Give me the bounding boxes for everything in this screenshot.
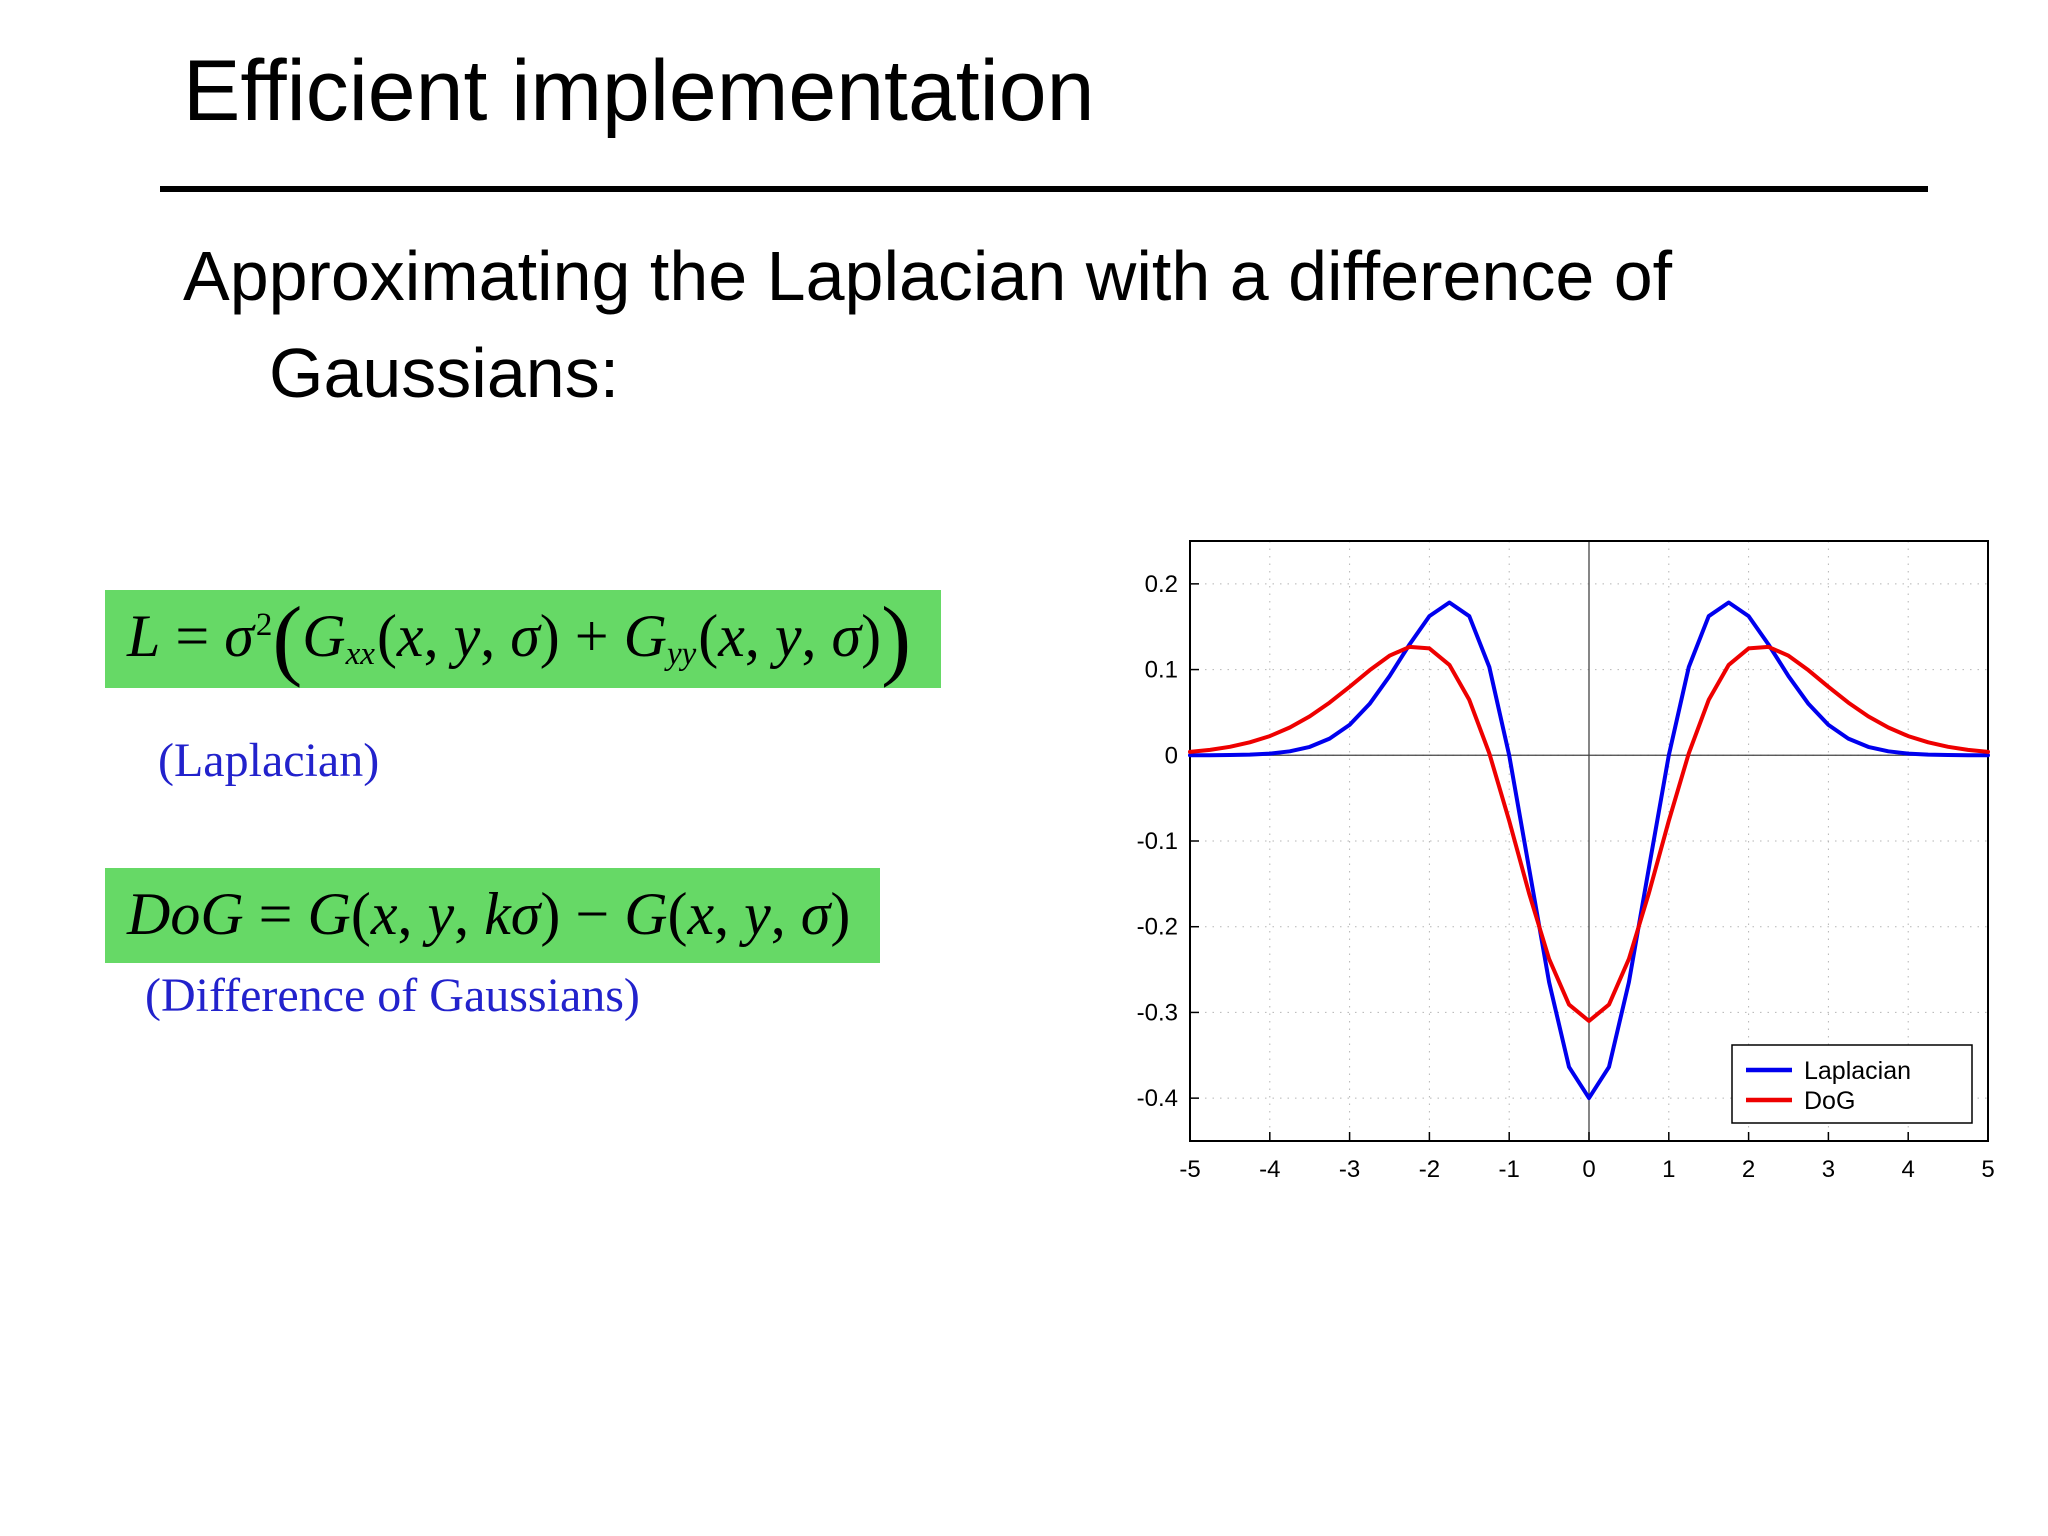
- formula-segment: ,: [714, 881, 745, 947]
- x-tick-label: -3: [1339, 1156, 1360, 1183]
- formula-segment: ): [539, 603, 560, 669]
- x-tick-label: 3: [1822, 1156, 1835, 1183]
- legend-label: DoG: [1804, 1087, 1855, 1115]
- formula-segment: σ: [224, 603, 254, 669]
- formula-segment: (: [667, 881, 688, 947]
- laplacian-formula: L = σ2(Gxx(x, y, σ) + Gyy(x, y, σ)): [127, 594, 911, 684]
- laplacian-formula-highlight: L = σ2(Gxx(x, y, σ) + Gyy(x, y, σ)): [105, 590, 942, 689]
- formula-segment: ): [881, 589, 912, 689]
- series-line-laplacian: [1188, 600, 1990, 1101]
- formula-segment: yy: [666, 636, 697, 673]
- formula-segment: y: [427, 881, 455, 947]
- formula-segment: (: [376, 603, 397, 669]
- x-tick-label: 2: [1742, 1156, 1755, 1183]
- formula-segment: ,: [397, 881, 428, 947]
- formula-segment: ,: [480, 603, 511, 669]
- x-tick-label: 4: [1902, 1156, 1915, 1183]
- formula-segment: G: [623, 603, 667, 669]
- legend-box: [1731, 1044, 1973, 1124]
- formula-segment: x: [718, 603, 745, 669]
- formula-segment: 2: [255, 606, 273, 643]
- formula-segment: (: [272, 589, 303, 689]
- x-tick-label: 0: [1582, 1156, 1595, 1183]
- x-tick-label: -5: [1179, 1156, 1200, 1183]
- y-tick-label: 0.2: [1145, 571, 1178, 598]
- formula-segment: σ: [831, 603, 862, 669]
- formula-segment: xx: [345, 636, 375, 673]
- formula-segment: G: [624, 881, 668, 947]
- formula-segment: ,: [801, 603, 832, 669]
- y-tick-label: 0.1: [1145, 657, 1178, 684]
- chart-container: -5 -4 -3 -2 -1 0 1 2 3 4 5 0.2 0.1 0 -0.1 -0.2 -0.3 -0.4 L…: [1128, 523, 2008, 1203]
- subtitle-line-2: Gaussians:: [269, 333, 620, 412]
- x-tick-label: 5: [1981, 1156, 1994, 1183]
- formula-segment: y: [744, 881, 771, 947]
- y-tick-label: -0.1: [1137, 828, 1178, 855]
- subtitle: Approximating the Laplacian with a diffe…: [183, 228, 1672, 421]
- formula-segment: ,: [454, 881, 485, 947]
- x-tick-label: 1: [1662, 1156, 1675, 1183]
- formula-segment: σ: [510, 881, 541, 947]
- formula-segment: ,: [770, 881, 801, 947]
- legend-label: Laplacian: [1804, 1057, 1911, 1085]
- formula-segment: (: [350, 881, 371, 947]
- chart-svg: -5 -4 -3 -2 -1 0 1 2 3 4 5 0.2 0.1 0 -0.1 -0.2 -0.3 -0.4 L…: [1137, 540, 1995, 1183]
- formula-segment: =: [160, 603, 225, 669]
- dog-caption: (Difference of Gaussians): [145, 969, 640, 1022]
- formula-segment: ) −: [540, 881, 625, 947]
- formula-segment: k: [484, 881, 511, 947]
- formula-segment: L: [127, 603, 161, 669]
- x-tick-label: -2: [1419, 1156, 1440, 1183]
- formula-segment: y: [453, 603, 481, 669]
- formula-segment: ): [830, 881, 851, 947]
- formula-segment: (: [698, 603, 719, 669]
- formula-segment: G: [302, 603, 346, 669]
- formula-segment: ,: [744, 603, 775, 669]
- plot-border: [1189, 540, 1989, 1142]
- formula-segment: DoG: [127, 881, 244, 947]
- x-tick-label: -1: [1499, 1156, 1520, 1183]
- formula-segment: σ: [800, 881, 831, 947]
- formula-segment: +: [559, 603, 624, 669]
- x-tick-label: -4: [1259, 1156, 1280, 1183]
- formula-segment: x: [396, 603, 424, 669]
- series-line-dog: [1188, 644, 1990, 1023]
- dog-formula: DoG = G(x, y, kσ) − G(x, y, σ): [127, 880, 850, 949]
- y-tick-label: 0: [1165, 742, 1178, 769]
- subtitle-line-1: Approximating the Laplacian with a diffe…: [183, 237, 1673, 315]
- formula-segment: ,: [423, 603, 454, 669]
- formula-segment: ): [861, 603, 882, 669]
- laplacian-caption: (Laplacian): [158, 734, 380, 787]
- formula-segment: G: [307, 881, 351, 947]
- y-tick-label: -0.4: [1137, 1085, 1178, 1112]
- formula-segment: y: [774, 603, 802, 669]
- y-tick-label: -0.2: [1137, 914, 1178, 941]
- y-tick-label: -0.3: [1137, 999, 1178, 1026]
- formula-segment: =: [243, 881, 308, 947]
- formula-segment: σ: [510, 603, 540, 669]
- formula-segment: x: [370, 881, 398, 947]
- slide-title: Efficient implementation: [183, 43, 1095, 139]
- title-underline: [160, 186, 1928, 192]
- dog-formula-highlight: DoG = G(x, y, kσ) − G(x, y, σ): [105, 868, 881, 963]
- formula-segment: x: [687, 881, 715, 947]
